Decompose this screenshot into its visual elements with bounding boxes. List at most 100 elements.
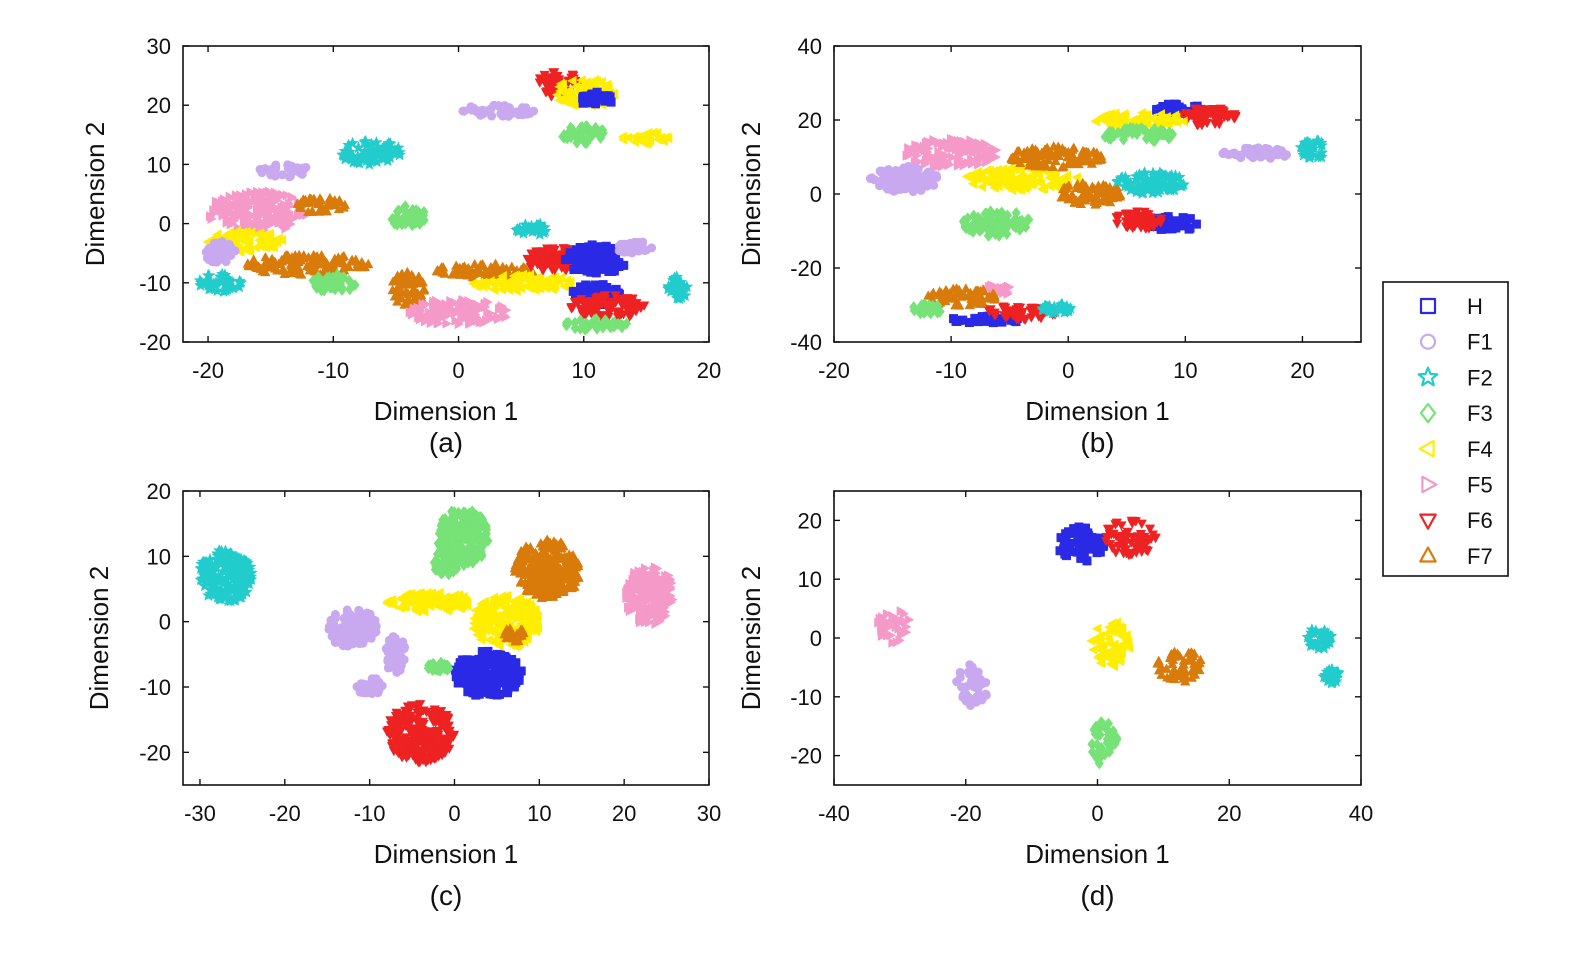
data-point <box>983 155 993 166</box>
data-point <box>330 283 340 296</box>
y-tick-label: -40 <box>790 330 822 355</box>
data-point <box>1020 183 1030 194</box>
data-point <box>922 140 932 151</box>
data-point <box>337 272 347 284</box>
data-point <box>626 310 637 320</box>
data-point <box>442 318 452 329</box>
data-point <box>488 284 498 295</box>
data-point <box>967 154 977 165</box>
data-point <box>651 618 661 629</box>
data-point <box>329 614 339 624</box>
data-point <box>239 215 249 226</box>
data-point <box>1181 216 1191 226</box>
data-point <box>909 304 919 317</box>
data-point <box>564 578 575 588</box>
data-point <box>215 250 225 260</box>
data-point <box>213 238 223 248</box>
data-point <box>905 146 915 157</box>
data-point <box>1150 123 1160 135</box>
data-point <box>990 310 1001 320</box>
data-point <box>924 152 934 163</box>
data-point <box>471 604 481 615</box>
data-point <box>1048 161 1058 171</box>
data-point <box>541 283 551 294</box>
data-point <box>575 314 585 327</box>
data-point <box>214 270 227 282</box>
data-point <box>224 557 237 569</box>
data-point <box>394 656 404 666</box>
data-point <box>428 595 438 606</box>
data-point <box>1105 109 1115 119</box>
data-point <box>1119 180 1131 192</box>
data-point <box>252 261 263 271</box>
data-point <box>565 277 575 287</box>
data-point <box>1027 170 1037 181</box>
data-point <box>956 291 967 301</box>
data-point <box>1050 171 1060 181</box>
data-point <box>1028 178 1038 189</box>
data-point <box>459 544 469 557</box>
data-point <box>399 211 409 224</box>
data-point <box>216 586 229 598</box>
data-point <box>632 592 642 603</box>
data-point <box>1236 153 1246 163</box>
data-point <box>636 608 646 619</box>
data-point <box>1059 182 1070 192</box>
data-point <box>388 599 398 610</box>
data-point <box>526 559 537 569</box>
data-point <box>976 150 986 161</box>
data-point <box>980 207 990 220</box>
data-point <box>354 606 364 616</box>
data-point <box>1075 153 1086 163</box>
data-point <box>608 300 619 310</box>
data-point <box>973 294 984 304</box>
data-point <box>262 188 272 199</box>
data-point <box>640 594 650 605</box>
data-point <box>1178 116 1188 127</box>
data-point <box>967 169 977 180</box>
data-point <box>274 192 284 202</box>
data-point <box>543 589 554 599</box>
data-point <box>478 653 488 663</box>
data-point <box>237 229 247 240</box>
data-point <box>662 280 675 292</box>
data-point <box>1040 302 1053 314</box>
data-point <box>443 517 453 530</box>
data-point <box>448 524 458 536</box>
data-point <box>1090 199 1101 209</box>
data-point <box>531 624 541 635</box>
data-point <box>504 276 514 287</box>
data-point <box>643 128 653 138</box>
data-point <box>263 216 273 227</box>
data-point <box>236 588 249 600</box>
data-point <box>347 254 358 264</box>
data-point <box>314 197 325 207</box>
data-point <box>1017 308 1028 318</box>
data-point <box>551 546 562 556</box>
data-point <box>1000 303 1011 313</box>
y-tick-label: -20 <box>139 330 171 355</box>
data-point <box>1008 164 1018 175</box>
data-point <box>414 736 425 746</box>
data-point <box>968 178 978 189</box>
data-point <box>630 137 640 147</box>
data-point <box>558 574 569 584</box>
data-point <box>400 297 411 307</box>
data-point <box>993 175 1003 186</box>
data-point <box>529 106 539 116</box>
data-point <box>1107 126 1117 138</box>
data-point <box>575 323 585 335</box>
data-point <box>443 531 453 543</box>
data-point <box>491 261 501 271</box>
data-point <box>506 612 516 623</box>
data-point <box>976 217 986 229</box>
data-point <box>371 155 383 167</box>
data-point <box>1130 209 1141 219</box>
data-point <box>655 578 665 589</box>
x-tick-label: 0 <box>1062 358 1074 383</box>
data-point <box>468 529 478 542</box>
data-point <box>566 131 576 143</box>
data-point <box>875 166 885 176</box>
data-point <box>406 270 417 280</box>
y-tick-label: 0 <box>159 212 171 237</box>
